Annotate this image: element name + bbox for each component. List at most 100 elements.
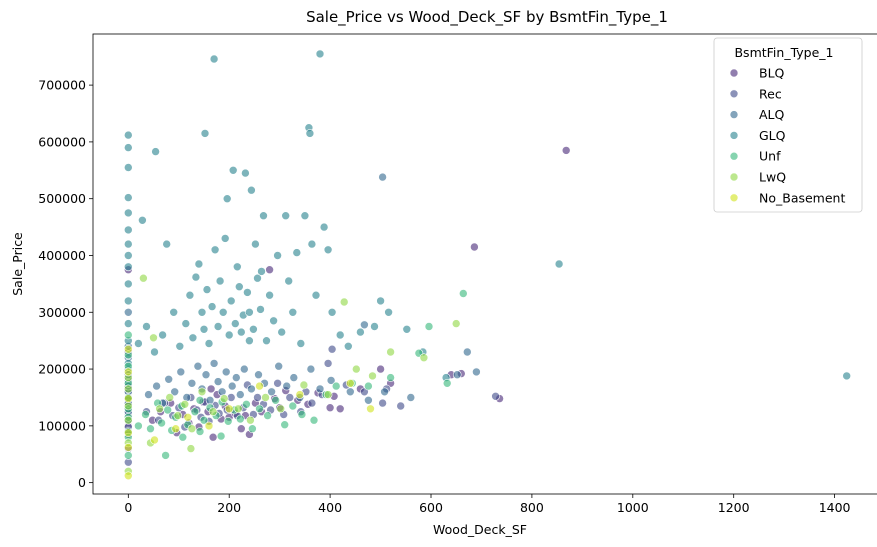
data-point-glq-89 (257, 267, 266, 276)
data-point-glq-46 (241, 168, 250, 178)
data-point-glq-67 (305, 129, 315, 138)
legend-label-no_basement: No_Basement (759, 190, 845, 205)
chart-title: Sale_Price vs Wood_Deck_SF by BsmtFin_Ty… (306, 8, 668, 27)
legend-label-glq: GLQ (759, 128, 786, 143)
data-point-glq-41 (231, 319, 240, 328)
data-point-alq-44 (364, 395, 373, 405)
data-point-glq-47 (243, 288, 252, 297)
data-point-lwq-11 (180, 399, 190, 409)
data-point-no_basement-1 (124, 443, 133, 452)
data-point-no_basement-13 (345, 378, 355, 388)
data-point-lwq-27 (451, 319, 461, 328)
legend-marker-blq (729, 68, 739, 78)
data-point-rec-40 (327, 344, 337, 354)
data-point-alq-51 (360, 320, 369, 330)
data-point-glq-52 (253, 273, 262, 283)
data-point-rec-39 (323, 359, 333, 368)
data-point-glq-87 (138, 216, 147, 225)
x-tick-label: 200 (217, 500, 241, 515)
data-point-lwq-16 (234, 404, 243, 414)
data-point-alq-31 (240, 364, 249, 374)
data-point-lwq-9 (165, 393, 174, 402)
x-axis-label: Wood_Deck_SF (433, 522, 527, 537)
data-point-alq-11 (124, 307, 133, 317)
data-point-no_basement-6 (150, 435, 159, 445)
data-point-lwq-24 (368, 371, 377, 381)
data-point-alq-40 (306, 364, 316, 374)
data-point-glq-51 (251, 239, 260, 249)
data-point-no_basement-10 (224, 404, 234, 414)
legend-marker-rec (729, 89, 739, 99)
data-point-glq-23 (188, 333, 198, 343)
data-point-no_basement-7 (171, 424, 180, 434)
data-point-blq-44 (335, 404, 345, 414)
data-point-glq-44 (237, 327, 246, 337)
y-tick-label: 0 (78, 475, 86, 490)
data-point-unf-44 (424, 322, 434, 331)
legend-frame (713, 37, 863, 213)
data-point-glq-62 (288, 307, 298, 317)
data-point-unf-7 (124, 451, 133, 460)
data-point-glq-75 (343, 341, 353, 351)
data-point-rec-34 (285, 393, 295, 402)
legend-title: BsmtFin_Type_1 (734, 45, 833, 60)
data-point-no_basement-0 (124, 471, 133, 481)
data-point-glq-83 (554, 259, 564, 269)
data-point-glq-20 (175, 341, 185, 351)
data-point-unf-8 (124, 330, 133, 340)
data-point-glq-24 (191, 272, 201, 282)
data-point-glq-48 (245, 307, 254, 317)
data-point-lwq-8 (155, 404, 164, 414)
data-point-glq-34 (215, 276, 225, 286)
data-point-alq-16 (170, 387, 179, 397)
data-point-lwq-21 (323, 390, 333, 399)
data-point-glq-49 (247, 185, 256, 195)
data-point-blq-52 (470, 242, 479, 252)
data-point-unf-14 (157, 418, 166, 428)
data-point-glq-22 (185, 290, 195, 300)
data-point-glq-76 (356, 327, 365, 337)
data-point-unf-47 (161, 451, 170, 460)
data-point-lwq-23 (351, 364, 361, 374)
data-point-no_basement-3 (124, 394, 133, 403)
y-tick-label: 300000 (38, 305, 86, 320)
data-point-unf-37 (309, 415, 319, 425)
data-point-alq-15 (164, 374, 173, 384)
y-axis-label: Sale_Price (10, 232, 25, 296)
data-point-glq-42 (233, 262, 242, 272)
data-point-no_basement-5 (124, 344, 133, 354)
data-point-alq-27 (221, 367, 231, 377)
data-point-lwq-13 (197, 387, 207, 397)
data-point-glq-79 (384, 307, 393, 317)
data-point-unf-49 (195, 427, 205, 436)
data-point-alq-22 (201, 370, 211, 380)
legend-marker-lwq (729, 172, 739, 182)
data-point-blq-24 (208, 432, 218, 442)
legend-items: BLQ Rec ALQ GLQ Unf LwQ No_Basement (729, 66, 845, 205)
data-point-glq-5 (124, 225, 133, 235)
data-point-glq-70 (315, 49, 325, 59)
data-point-rec-43 (378, 398, 387, 408)
data-point-unf-36 (297, 410, 307, 419)
data-point-glq-88 (245, 336, 254, 346)
data-point-glq-28 (202, 285, 212, 294)
data-point-glq-50 (249, 324, 258, 334)
x-tick-label: 600 (419, 500, 443, 515)
data-point-alq-23 (205, 395, 215, 405)
data-point-glq-68 (307, 239, 317, 249)
data-point-glq-57 (269, 316, 278, 326)
y-tick-label: 200000 (38, 362, 86, 377)
data-point-blq-51 (561, 146, 571, 155)
y-tick-label: 500000 (38, 191, 86, 206)
data-point-alq-48 (462, 347, 472, 357)
data-point-alq-17 (176, 367, 186, 377)
legend-marker-unf (729, 151, 739, 161)
x-tick-label: 1200 (718, 500, 750, 515)
data-point-lwq-7 (149, 333, 158, 343)
data-point-unf-50 (216, 431, 226, 441)
plot-frame (92, 33, 877, 495)
legend-marker-alq (729, 110, 739, 119)
data-point-lwq-10 (173, 411, 183, 420)
data-point-glq-73 (327, 307, 337, 317)
data-point-lwq-22 (339, 297, 349, 307)
